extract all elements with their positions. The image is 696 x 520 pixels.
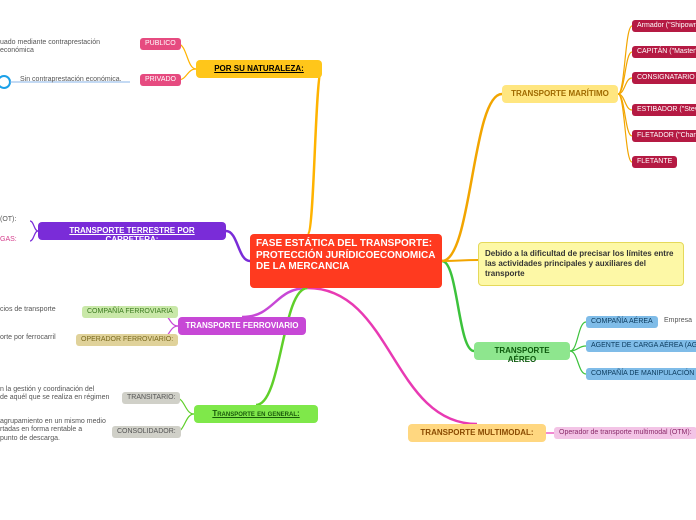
leaf-text: GAS: (0, 236, 30, 244)
branch-aereo: TRANSPORTE AÉREO (474, 342, 570, 360)
leaf-tag: PRIVADO (140, 74, 181, 86)
leaf-tag: FLETANTE (632, 156, 677, 168)
leaf-tag: AGENTE DE CARGA AÉREA (AGENTE (586, 340, 696, 352)
leaf-tag: CONSOLIDADOR: (112, 426, 181, 438)
branch-multimodal: TRANSPORTE MULTIMODAL: (408, 424, 546, 442)
branch-general: Transporte en general: (194, 405, 318, 423)
branch-naturaleza: POR SU NATURALEZA: (196, 60, 322, 78)
leaf-tag: Armador ("Shipowne (632, 20, 696, 32)
leaf-text: (OT): (0, 216, 30, 224)
leaf-note: cios de transporte (0, 306, 70, 314)
leaf-tag: COMPAÑÍA FERROVIARIA (82, 306, 178, 318)
leaf-tag: COMPAÑÍA AÉREA (586, 316, 658, 328)
leaf-note: agrupamiento en un mismo medio rtadas en… (0, 418, 106, 443)
leaf-tag: COMPAÑÍA DE MANIPULACIÓN O "H (586, 368, 696, 380)
leaf-note: Sin contraprestación económica. (20, 76, 130, 84)
leaf-note: n la gestión y coordinación del de aquél… (0, 386, 112, 403)
leaf-tag: TRANSITARIO: (122, 392, 180, 404)
branch-maritimo: TRANSPORTE MARÍTIMO (502, 85, 618, 103)
leaf-tag: CONSIGNATARIO (" (632, 72, 696, 84)
leaf-note: orte por ferrocarril (0, 334, 70, 342)
center-note: Debido a la dificultad de precisar los l… (478, 242, 684, 286)
center-topic: FASE ESTÁTICA DEL TRANSPORTE: PROTECCIÓN… (250, 234, 442, 288)
leaf-note: uado mediante contraprestación económica (0, 39, 130, 56)
leaf-tag: OPERADOR FERROVIARIO: (76, 334, 178, 346)
leaf-tag: Operador de transporte multimodal (OTM): (554, 427, 696, 439)
leaf-note: Empresa (664, 317, 696, 325)
branch-ferroviario: TRANSPORTE FERROVIARIO (178, 317, 306, 335)
leaf-tag: ESTIBADOR ("Steve (632, 104, 696, 116)
leaf-tag: CAPITÁN ("Master") (632, 46, 696, 58)
branch-carretera: TRANSPORTE TERRESTRE POR CARRETERA: (38, 222, 226, 240)
leaf-tag: FLETADOR ("Charter (632, 130, 696, 142)
leaf-tag: PUBLICO (140, 38, 181, 50)
